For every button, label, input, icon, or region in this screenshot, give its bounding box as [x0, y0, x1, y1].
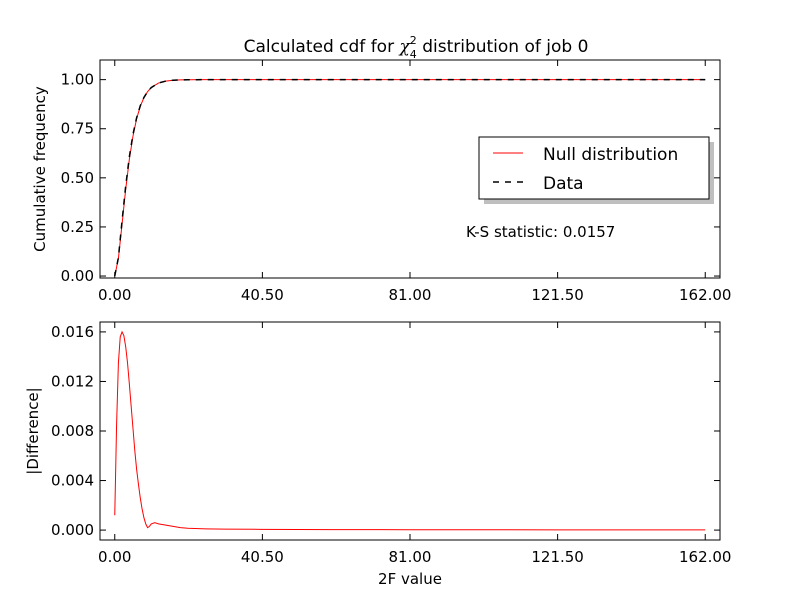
top-panel: 0.00 40.50 81.00 121.50 162.00 0.000.250.500… — [31, 59, 731, 304]
bottom-y-ticks: 0.000 0.004 0.008 0.012 0.016 — [51, 323, 720, 539]
title-sub: 4 — [410, 48, 417, 61]
x-tick-label: 40.50 — [241, 548, 284, 566]
top-x-ticks: 0.00 40.50 81.00 121.50 162.00 — [98, 60, 731, 304]
y-tick-label: 0.75 — [61, 120, 94, 138]
legend-label-data: Data — [543, 174, 584, 194]
bottom-plot-area — [100, 322, 720, 540]
top-data-line — [114, 78, 706, 277]
y-tick-label: 0.016 — [51, 323, 94, 341]
bottom-x-ticks: 0.00 40.50 81.00 121.50 162.00 — [98, 322, 731, 566]
legend-label-null: Null distribution — [543, 145, 678, 165]
y-tick-label: 0.50 — [61, 169, 94, 187]
y-tick-label: 0.008 — [51, 422, 94, 440]
legend-box — [478, 136, 710, 200]
x-tick-label: 121.50 — [531, 548, 584, 566]
bottom-x-axis-label: 2F value — [378, 570, 442, 588]
top-y-ticks: 0.00 0.25 0.50 0.75 1.00 — [61, 71, 720, 285]
y-tick-label: 0.00 — [61, 267, 94, 285]
x-tick-label: 0.00 — [98, 286, 131, 304]
y-tick-label: 0.000 — [51, 521, 94, 539]
x-tick-label: 162.00 — [679, 286, 732, 304]
x-tick-label: 81.00 — [389, 548, 432, 566]
title-suffix: distribution of job 0 — [417, 37, 589, 57]
top-data-series — [114, 78, 706, 277]
x-tick-label: 40.50 — [241, 286, 284, 304]
y-tick-label: 0.25 — [61, 218, 94, 236]
bottom-y-axis-label: |Difference| — [24, 387, 42, 474]
y-tick-label: 1.00 — [61, 71, 94, 89]
y-tick-label: 0.004 — [51, 472, 94, 490]
legend: Null distribution Data — [478, 136, 714, 204]
bottom-panel: 0.00 40.50 81.00 121.50 162.00 0.0000.0040.0… — [24, 321, 731, 588]
bottom-difference-series — [114, 330, 706, 531]
ks-statistic-annotation: K-S statistic: 0.0157 — [466, 223, 615, 241]
title-chi: χ — [398, 37, 411, 57]
title-prefix: Calculated cdf for — [244, 37, 400, 57]
x-tick-label: 162.00 — [679, 548, 732, 566]
bottom-difference-line — [114, 330, 706, 531]
chart-title: Calculated cdf for χ2 4 distribution of j… — [244, 34, 589, 61]
x-tick-label: 121.50 — [531, 286, 584, 304]
title-sup: 2 — [410, 34, 417, 47]
x-tick-label: 0.00 — [98, 548, 131, 566]
x-tick-label: 81.00 — [389, 286, 432, 304]
top-y-axis-label: Cumulative frequency — [31, 86, 49, 252]
y-tick-label: 0.012 — [51, 372, 94, 390]
